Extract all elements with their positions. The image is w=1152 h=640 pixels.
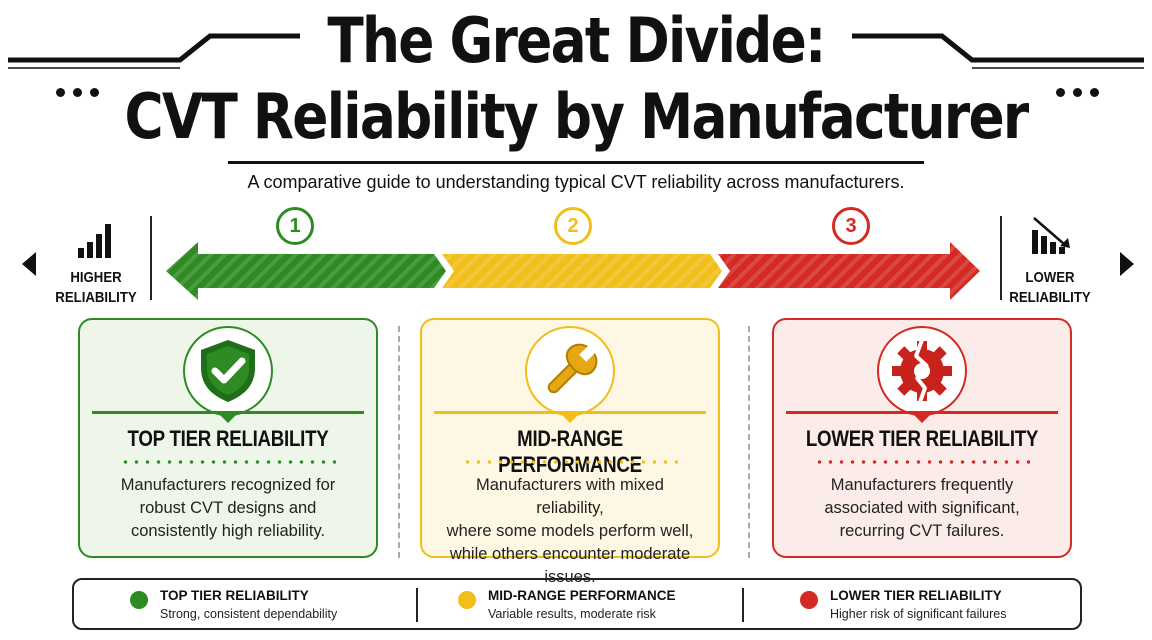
bar-chart-down-icon: [1032, 217, 1070, 254]
card-notch: [912, 413, 932, 423]
card-icon-ring: [183, 326, 273, 416]
card-mid-range: MID-RANGE PERFORMANCE Manufacturers with…: [420, 318, 720, 586]
legend-desc: Higher risk of significant failures: [830, 607, 1007, 621]
legend-dot-green: [130, 591, 148, 609]
broken-gear-icon: [892, 339, 952, 403]
card-lower-tier: LOWER TIER RELIABILITY Manufacturers fre…: [772, 318, 1072, 558]
right-arrow-icon: [1120, 252, 1134, 276]
card-icon-ring: [877, 326, 967, 416]
header-dots-right: [1056, 88, 1099, 97]
legend-separator: [416, 588, 418, 622]
card-divider: [786, 411, 1058, 414]
wrench-icon: [547, 343, 598, 394]
higher-reliability-label: HIGHER RELIABILITY: [55, 269, 137, 306]
page-subtitle: A comparative guide to understanding typ…: [247, 172, 905, 192]
page-title-line2: CVT Reliability by Manufacturer: [124, 80, 1029, 153]
lower-reliability-label: LOWER RELIABILITY: [1009, 269, 1091, 306]
step-3-badge: 3: [832, 207, 870, 245]
card-title: MID-RANGE PERFORMANCE: [498, 426, 642, 477]
card-top-tier: TOP TIER RELIABILITY Manufacturers recog…: [78, 318, 378, 558]
header-circuit-lines: [8, 33, 1144, 69]
legend: TOP TIER RELIABILITY Strong, consistent …: [72, 578, 1082, 630]
card-icon-ring: [525, 326, 615, 416]
left-arrow-icon: [22, 252, 36, 276]
subtitle-divider: [228, 161, 924, 164]
card-title: LOWER TIER RELIABILITY: [805, 426, 1039, 451]
left-divider: [150, 216, 152, 300]
card-dotted-rule: [120, 460, 336, 464]
card-separator: [398, 326, 400, 558]
shield-check-icon: [201, 340, 255, 402]
card-divider: [434, 411, 706, 414]
bar-chart-up-icon: [78, 224, 111, 258]
card-description: Manufacturers with mixed reliability, wh…: [446, 476, 694, 586]
legend-dot-red: [800, 591, 818, 609]
step-2-badge: 2: [554, 207, 592, 245]
step-1-badge: 1: [276, 207, 314, 245]
legend-title: LOWER TIER RELIABILITY: [830, 588, 1002, 603]
legend-desc: Variable results, moderate risk: [488, 607, 656, 621]
card-dotted-rule: [462, 460, 678, 464]
legend-desc: Strong, consistent dependability: [160, 607, 338, 621]
legend-separator: [742, 588, 744, 622]
reliability-scale-arrow: [166, 242, 980, 300]
header-dots-left: [56, 88, 99, 97]
card-notch: [560, 413, 580, 423]
card-description: Manufacturers frequently associated with…: [824, 476, 1020, 540]
card-notch: [218, 413, 238, 423]
card-dotted-rule: [814, 460, 1030, 464]
legend-dot-yellow: [458, 591, 476, 609]
legend-title: TOP TIER RELIABILITY: [160, 588, 309, 603]
page-title-line1: The Great Divide:: [327, 4, 826, 77]
right-divider: [1000, 216, 1002, 300]
card-divider: [92, 411, 364, 414]
legend-title: MID-RANGE PERFORMANCE: [488, 588, 676, 603]
card-separator: [748, 326, 750, 558]
card-title: TOP TIER RELIABILITY: [127, 426, 329, 451]
card-description: Manufacturers recognized for robust CVT …: [120, 476, 336, 540]
